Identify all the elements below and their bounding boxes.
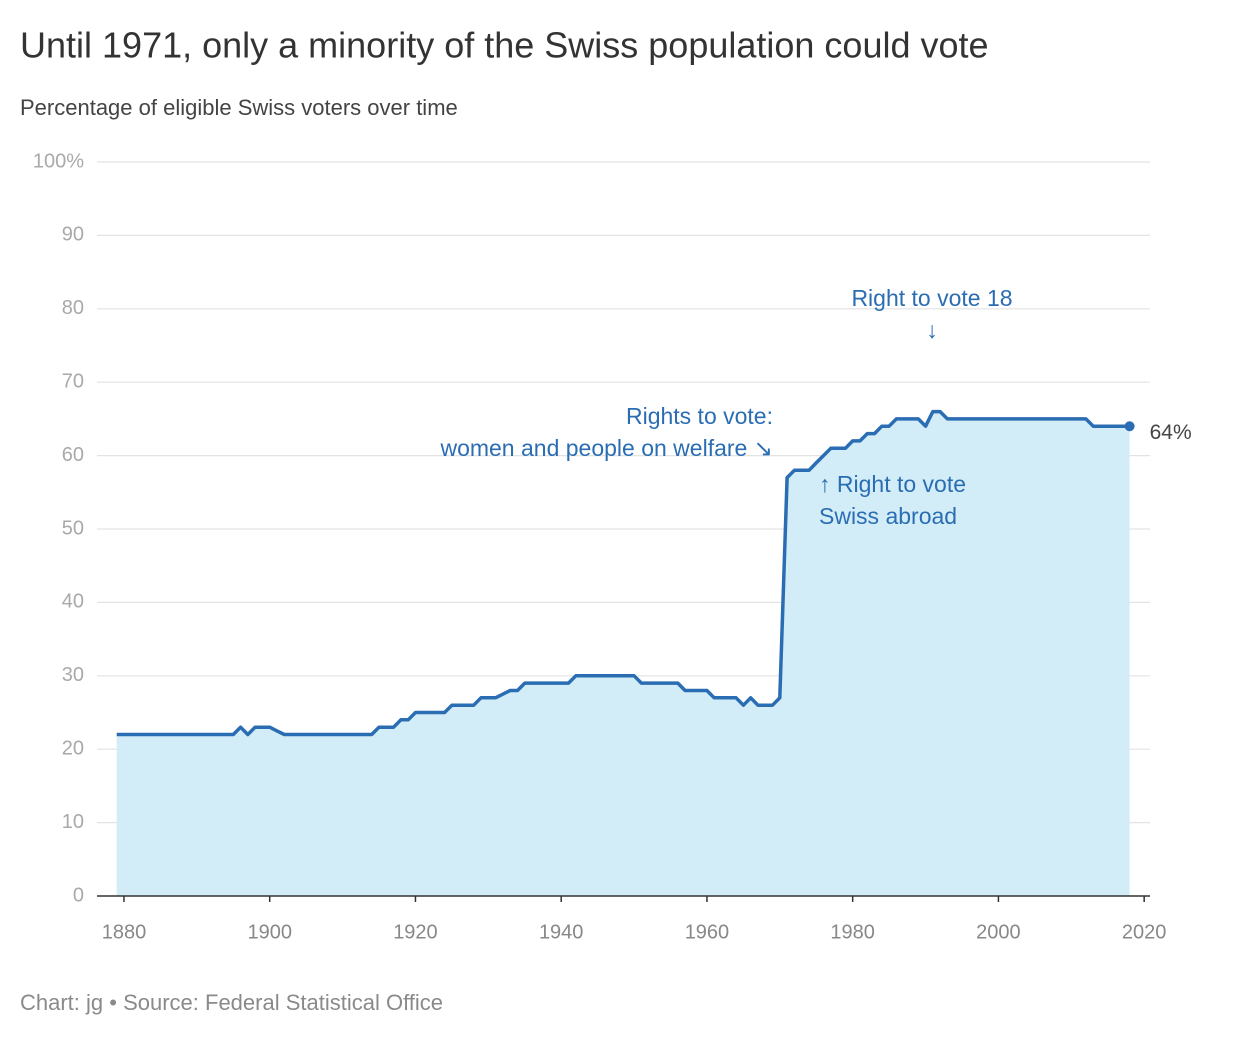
y-tick-label: 10 — [62, 811, 84, 833]
value-label: 64% — [1150, 421, 1192, 444]
x-tick-label: 2000 — [976, 921, 1021, 943]
line — [116, 409, 1130, 737]
y-tick-label: 80 — [62, 297, 84, 319]
chart-title: Until 1971, only a minority of the Swiss… — [20, 25, 989, 66]
annotation: ↓ — [926, 317, 938, 343]
annotation: ↑ Right to vote — [819, 471, 966, 497]
annotation: women and people on welfare ↘ — [439, 435, 773, 461]
annotation: Right to vote 18 — [851, 285, 1012, 311]
y-tick-label: 40 — [62, 591, 84, 613]
x-tick-label: 1880 — [102, 921, 147, 943]
x-tick-label: 1980 — [830, 921, 875, 943]
x-tick-label: 1900 — [247, 921, 292, 943]
y-tick-label: 100% — [33, 150, 84, 172]
y-tick-label: 90 — [62, 224, 84, 246]
source-note: Chart: jg • Source: Federal Statistical … — [20, 990, 443, 1015]
end-dot — [1124, 421, 1135, 432]
x-tick-label: 2020 — [1122, 921, 1167, 943]
y-tick-label: 20 — [62, 737, 84, 759]
y-tick-label: 30 — [62, 664, 84, 686]
chart-subtitle: Percentage of eligible Swiss voters over… — [20, 95, 458, 120]
annotation: Rights to vote: — [626, 403, 773, 429]
y-tick-label: 60 — [62, 444, 84, 466]
x-tick-label: 1960 — [685, 921, 730, 943]
x-tick-label: 1920 — [393, 921, 438, 943]
y-tick-label: 50 — [62, 517, 84, 539]
y-tick-label: 70 — [62, 370, 84, 392]
x-tick-label: 1940 — [539, 921, 584, 943]
area — [116, 411, 1130, 896]
annotation: Swiss abroad — [819, 503, 957, 529]
y-tick-label: 0 — [73, 884, 84, 906]
